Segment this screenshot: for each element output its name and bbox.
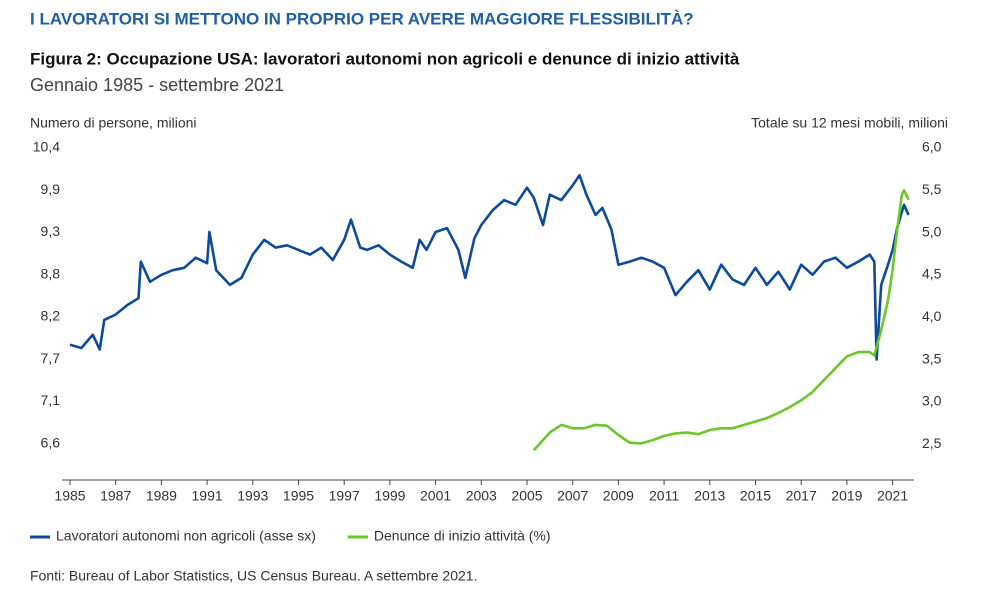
x-tick-label: 1999 [374,488,405,504]
x-tick-label: 2007 [557,488,588,504]
series-line [69,173,910,361]
x-tick-label: 2015 [740,488,771,504]
x-tick-label: 1985 [54,488,85,504]
source: Fonti: Bureau of Labor Statistics, US Ce… [30,568,477,584]
x-tick-label: 2001 [420,488,451,504]
y-tick-label: 8,2 [41,308,61,324]
kicker: I LAVORATORI SI METTONO IN PROPRIO PER A… [30,9,694,28]
y2-tick-label: 6,0 [922,139,942,155]
y2-tick-label: 3,0 [922,393,942,409]
y-tick-label: 6,6 [41,434,61,450]
y-tick-label: 7,7 [41,350,61,366]
y-tick-label: 7,1 [41,392,61,408]
x-tick-label: 2011 [649,488,679,504]
x-tick-label: 1987 [100,488,131,504]
y-tick-label: 9,9 [41,181,61,197]
x-tick-label: 1995 [283,488,314,504]
y-axis-label: Numero di persone, milioni [30,115,197,131]
subtitle: Gennaio 1985 - settembre 2021 [30,75,284,95]
x-tick-label: 2005 [511,488,542,504]
x-tick-label: 2013 [694,488,725,504]
y2-tick-label: 4,5 [922,266,942,282]
x-tick-label: 2021 [877,488,908,504]
legend-label: Denunce di inizio attività (%) [374,528,551,544]
y-tick-label: 10,4 [33,139,60,155]
x-tick-label: 2009 [603,488,634,504]
y-tick-label: 9,3 [41,223,61,239]
chart-title: Figura 2: Occupazione USA: lavoratori au… [30,49,740,68]
y2-tick-label: 2,5 [922,435,942,451]
legend-label: Lavoratori autonomi non agricoli (asse s… [56,528,316,544]
series-line [532,189,910,452]
x-tick-label: 2003 [466,488,497,504]
x-tick-label: 2017 [786,488,817,504]
x-tick-label: 2019 [831,488,862,504]
y2-tick-label: 4,0 [922,308,942,324]
y2-tick-label: 3,5 [922,350,942,366]
x-tick-label: 1997 [329,488,360,504]
x-tick-label: 1989 [146,488,177,504]
y2-tick-label: 5,0 [922,223,942,239]
x-tick-label: 1993 [237,488,268,504]
x-tick-label: 1991 [192,488,223,504]
y2-axis-label: Totale su 12 mesi mobili, milioni [751,115,948,131]
y2-tick-label: 5,5 [922,181,942,197]
y-tick-label: 8,8 [41,265,61,281]
